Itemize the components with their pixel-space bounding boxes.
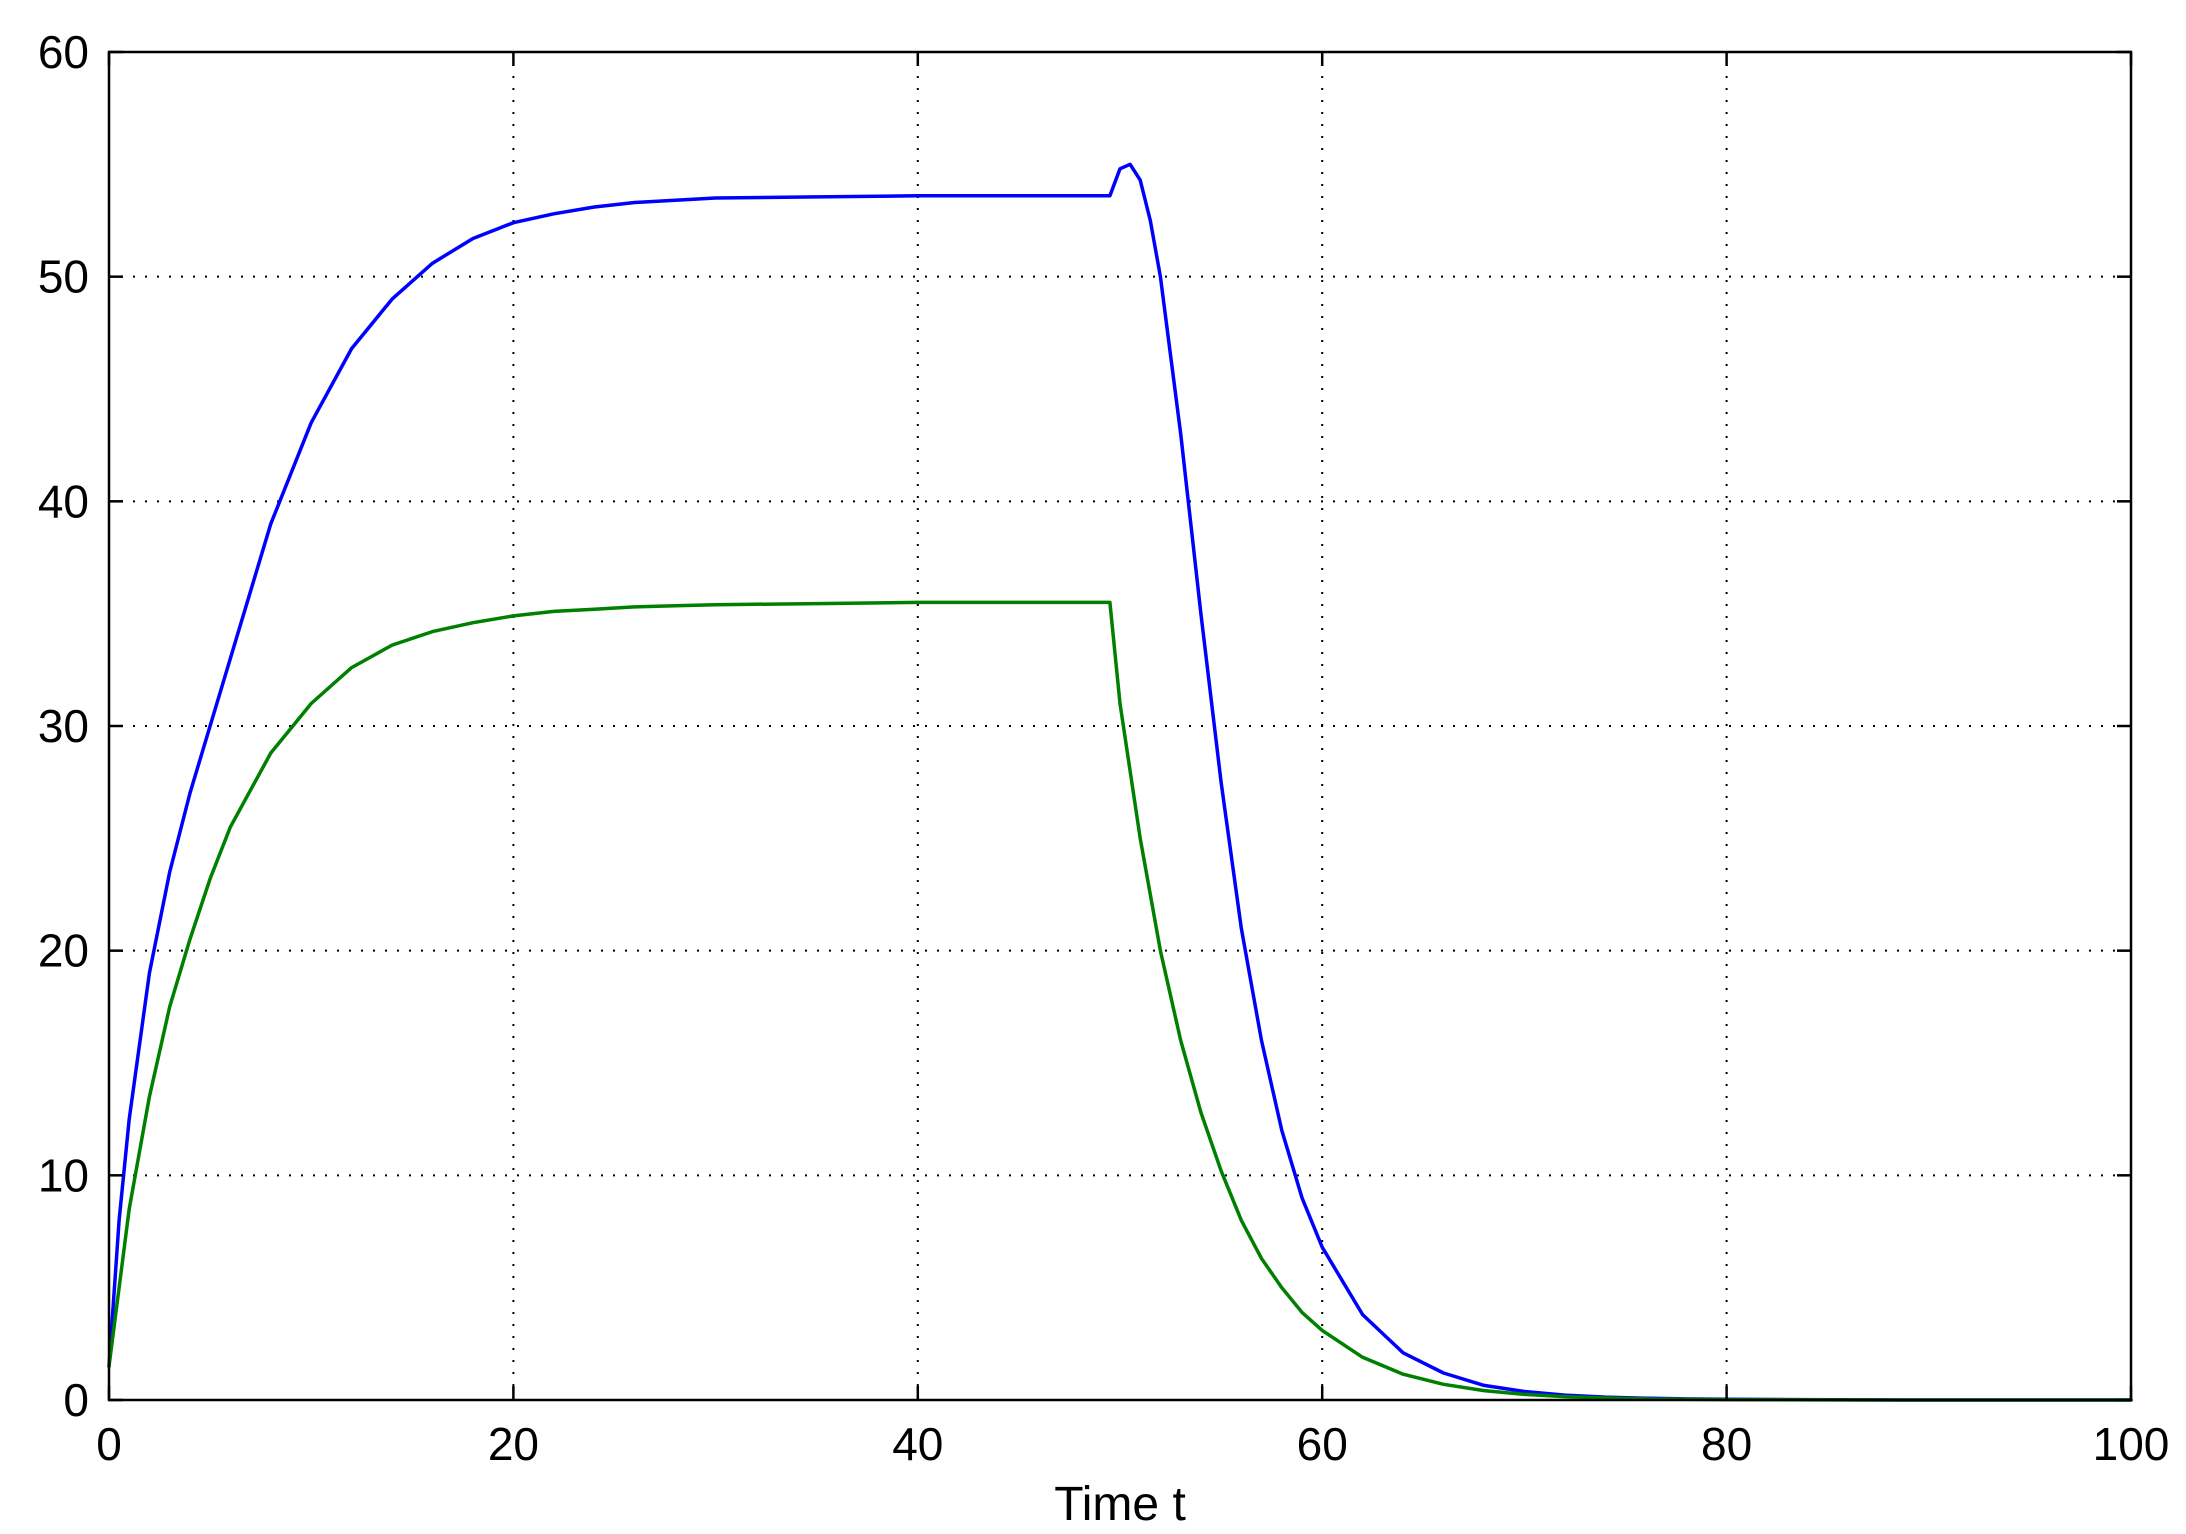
x-tick-label: 40 <box>892 1418 943 1470</box>
series-lines <box>107 162 2133 1402</box>
y-tick-label: 0 <box>63 1374 89 1426</box>
tick-labels: 0 20 40 60 80 100 0 10 20 30 40 50 60 <box>38 26 2170 1470</box>
x-axis-label: Time t <box>1054 1478 1186 1531</box>
y-tick-label: 40 <box>38 475 89 527</box>
y-tick-label: 50 <box>38 251 89 303</box>
series-line-1 <box>107 162 2133 1402</box>
x-tick-label: 20 <box>488 1418 539 1470</box>
axis-ticks <box>107 50 2133 1402</box>
y-tick-label: 60 <box>38 26 89 78</box>
y-tick-label: 20 <box>38 925 89 977</box>
x-tick-label: 0 <box>96 1418 122 1470</box>
y-tick-label: 30 <box>38 700 89 752</box>
x-tick-label: 80 <box>1701 1418 1752 1470</box>
series-line-2 <box>107 600 2133 1402</box>
grid-lines <box>109 52 2131 1400</box>
y-tick-label: 10 <box>38 1149 89 1201</box>
x-tick-label: 100 <box>2093 1418 2170 1470</box>
x-tick-label: 60 <box>1297 1418 1348 1470</box>
